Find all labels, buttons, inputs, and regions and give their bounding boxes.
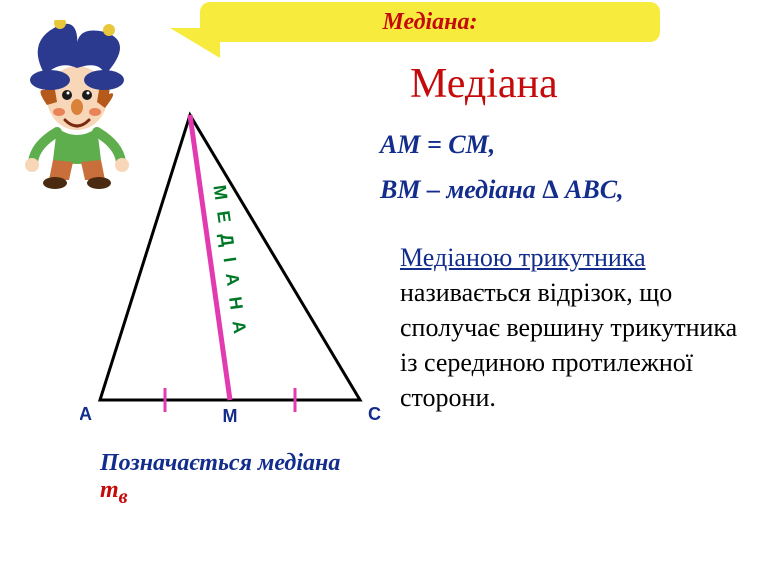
triangle-symbol: Δ <box>542 175 558 204</box>
page-title: Медіана <box>410 60 558 108</box>
callout-text: Медіана: <box>383 9 478 36</box>
definition-term: Медіаною трикутника <box>400 243 646 272</box>
notation-text: Позначається медіана mв <box>100 450 340 509</box>
svg-text:A: A <box>80 404 92 424</box>
notation-subscript: в <box>119 486 128 508</box>
triangle-diagram: A B C M М Е Д І А Н А <box>80 110 400 440</box>
callout-band: Медіана: <box>200 2 660 42</box>
definition-text: Медіаною трикутника називається відрізок… <box>400 240 740 415</box>
notation-prefix: Позначається медіана <box>100 450 340 476</box>
equation-bm-median: BM – медіана Δ ABC, <box>380 175 624 205</box>
svg-text:C: C <box>368 404 381 424</box>
definition-body: називається відрізок, що сполучає вершин… <box>400 278 737 412</box>
notation-symbol: m <box>100 477 119 503</box>
eq2-prefix: BM – медіана <box>380 175 542 204</box>
svg-text:B: B <box>196 110 209 113</box>
eq2-suffix: ABC, <box>559 175 624 204</box>
svg-text:M: M <box>223 406 238 426</box>
